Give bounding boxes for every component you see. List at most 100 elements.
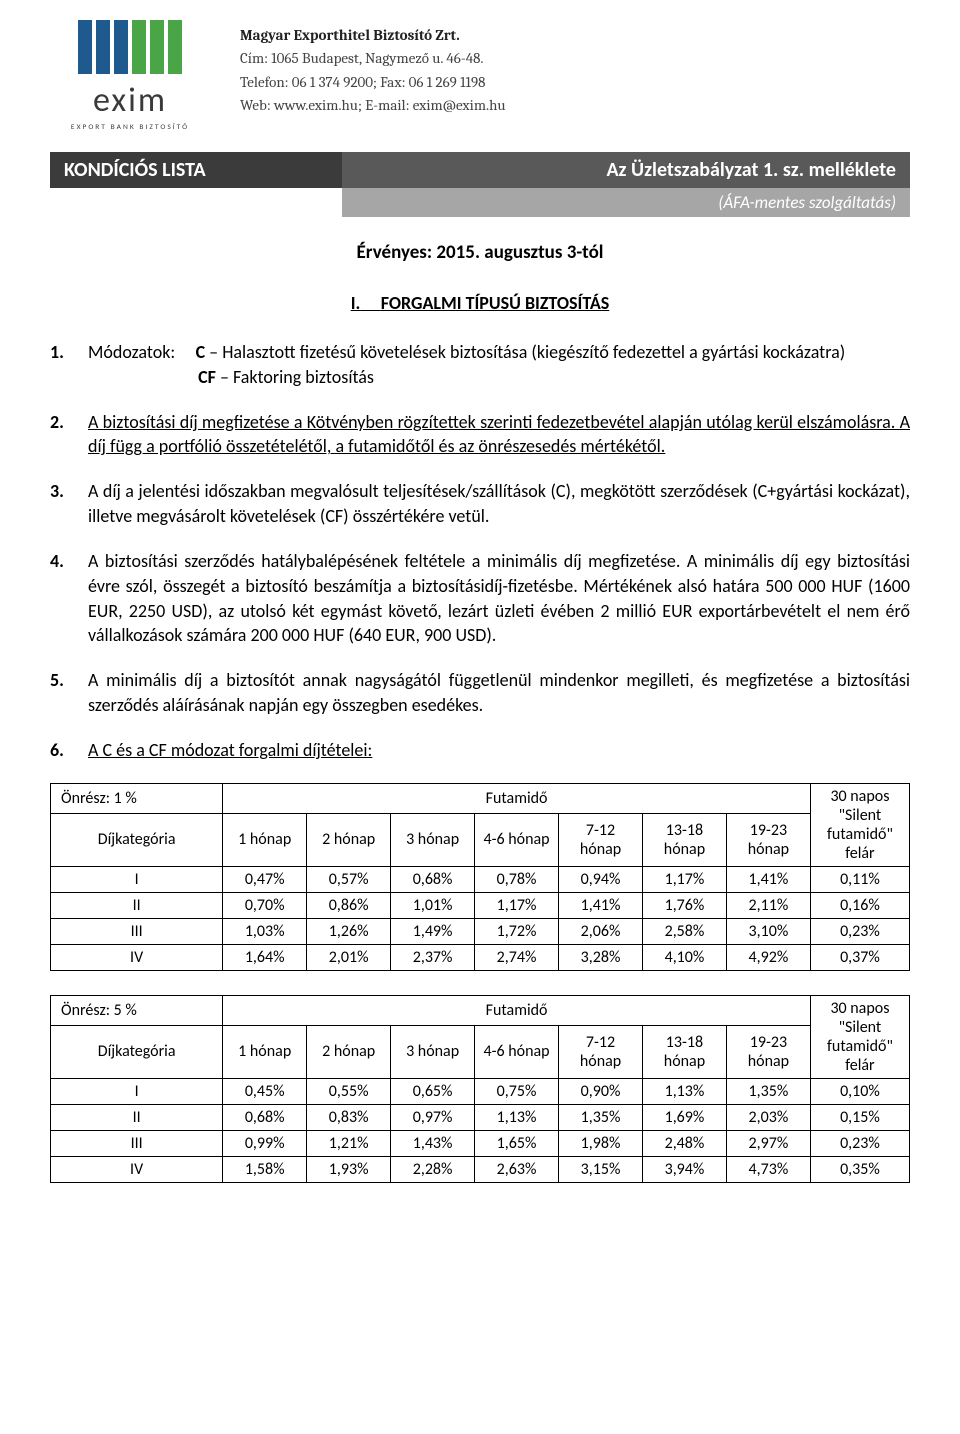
title-right: Az Üzletszabályzat 1. sz. melléklete xyxy=(342,152,910,188)
row-value: 0,97% xyxy=(391,1104,475,1130)
company-info: Magyar Exporthitel Biztosító Zrt. Cím: 1… xyxy=(240,20,506,117)
t1-onresz: Önrész: 1 % xyxy=(51,783,223,813)
p5-num: 5. xyxy=(50,668,70,718)
t1-col-6: 19-23 hónap xyxy=(726,814,810,867)
fee-table-1: Önrész: 1 % Futamidő 30 napos "Silent fu… xyxy=(50,783,910,971)
row-value: 1,58% xyxy=(223,1156,307,1182)
row-value: 3,10% xyxy=(726,918,810,944)
t2-col-4: 7-12 hónap xyxy=(559,1026,643,1079)
t1-col-5: 13-18 hónap xyxy=(642,814,726,867)
row-extra: 0,23% xyxy=(810,918,909,944)
t1-body: I0,47%0,57%0,68%0,78%0,94%1,17%1,41%0,11… xyxy=(51,866,910,970)
sub-band: (ÁFA-mentes szolgáltatás) xyxy=(342,188,910,217)
row-category: III xyxy=(51,1130,223,1156)
row-value: 1,26% xyxy=(307,918,391,944)
row-value: 1,13% xyxy=(475,1104,559,1130)
company-phone: Telefon: 06 1 374 9200; Fax: 06 1 269 11… xyxy=(240,71,506,94)
t2-futamido: Futamidő xyxy=(223,995,811,1025)
row-value: 0,47% xyxy=(223,866,307,892)
p4-text: A biztosítási szerződés hatálybalépéséne… xyxy=(88,549,910,648)
row-extra: 0,11% xyxy=(810,866,909,892)
paragraph-3: 3. A díj a jelentési időszakban megvalós… xyxy=(50,479,910,529)
row-value: 0,57% xyxy=(307,866,391,892)
p1-code-cf: CF xyxy=(198,366,216,388)
document-header: exim EXPORT BANK BIZTOSÍTÓ Magyar Export… xyxy=(50,20,910,132)
row-value: 1,43% xyxy=(391,1130,475,1156)
logo-subtext: EXPORT BANK BIZTOSÍTÓ xyxy=(71,123,189,132)
p2-text: A biztosítási díj megfizetése a Kötvényb… xyxy=(88,411,910,458)
row-value: 1,13% xyxy=(642,1078,726,1104)
row-value: 4,10% xyxy=(642,944,726,970)
row-extra: 0,10% xyxy=(810,1078,909,1104)
paragraph-2: 2. A biztosítási díj megfizetése a Kötvé… xyxy=(50,410,910,460)
row-value: 0,65% xyxy=(391,1078,475,1104)
row-value: 0,68% xyxy=(223,1104,307,1130)
row-value: 1,65% xyxy=(475,1130,559,1156)
logo-bars xyxy=(78,20,182,74)
row-extra: 0,37% xyxy=(810,944,909,970)
row-category: I xyxy=(51,866,223,892)
row-category: IV xyxy=(51,1156,223,1182)
row-extra: 0,16% xyxy=(810,892,909,918)
p4-num: 4. xyxy=(50,549,70,648)
t2-onresz: Önrész: 5 % xyxy=(51,995,223,1025)
section-roman: I. xyxy=(351,292,361,314)
row-value: 0,78% xyxy=(475,866,559,892)
row-extra: 0,35% xyxy=(810,1156,909,1182)
p1-text-c: – Halasztott fizetésű követelések biztos… xyxy=(205,341,845,363)
title-band: KONDÍCIÓS LISTA Az Üzletszabályzat 1. sz… xyxy=(50,152,910,188)
company-address: Cím: 1065 Budapest, Nagymező u. 46-48. xyxy=(240,47,506,70)
row-value: 2,06% xyxy=(559,918,643,944)
paragraph-6: 6. A C és a CF módozat forgalmi díjtétel… xyxy=(50,738,910,763)
row-value: 2,58% xyxy=(642,918,726,944)
row-value: 0,90% xyxy=(559,1078,643,1104)
table-row: III1,03%1,26%1,49%1,72%2,06%2,58%3,10%0,… xyxy=(51,918,910,944)
row-value: 2,37% xyxy=(391,944,475,970)
table-row: IV1,64%2,01%2,37%2,74%3,28%4,10%4,92%0,3… xyxy=(51,944,910,970)
row-value: 1,03% xyxy=(223,918,307,944)
row-value: 1,21% xyxy=(307,1130,391,1156)
logo-text: exim xyxy=(93,80,167,121)
t1-col-1: 2 hónap xyxy=(307,814,391,867)
row-category: I xyxy=(51,1078,223,1104)
t1-col-0: 1 hónap xyxy=(223,814,307,867)
row-value: 1,72% xyxy=(475,918,559,944)
t2-extra-header: 30 napos "Silent futamidő" felár xyxy=(810,995,909,1078)
t1-col-3: 4-6 hónap xyxy=(475,814,559,867)
row-value: 0,83% xyxy=(307,1104,391,1130)
row-value: 2,48% xyxy=(642,1130,726,1156)
row-value: 0,55% xyxy=(307,1078,391,1104)
p1-num: 1. xyxy=(50,340,70,390)
p3-num: 3. xyxy=(50,479,70,529)
title-left: KONDÍCIÓS LISTA xyxy=(50,152,342,188)
row-value: 3,28% xyxy=(559,944,643,970)
table-row: II0,70%0,86%1,01%1,17%1,41%1,76%2,11%0,1… xyxy=(51,892,910,918)
t2-dijkat: Díjkategória xyxy=(51,1026,223,1079)
p5-text: A minimális díj a biztosítót annak nagys… xyxy=(88,668,910,718)
row-value: 3,94% xyxy=(642,1156,726,1182)
t1-extra-header: 30 napos "Silent futamidő" felár xyxy=(810,783,909,866)
row-value: 2,01% xyxy=(307,944,391,970)
row-value: 3,15% xyxy=(559,1156,643,1182)
row-value: 1,93% xyxy=(307,1156,391,1182)
t1-futamido: Futamidő xyxy=(223,783,811,813)
row-value: 2,74% xyxy=(475,944,559,970)
row-value: 1,49% xyxy=(391,918,475,944)
row-extra: 0,15% xyxy=(810,1104,909,1130)
row-value: 1,17% xyxy=(475,892,559,918)
row-value: 0,86% xyxy=(307,892,391,918)
company-web: Web: www.exim.hu; E-mail: exim@exim.hu xyxy=(240,94,506,117)
row-value: 4,92% xyxy=(726,944,810,970)
t2-col-3: 4-6 hónap xyxy=(475,1026,559,1079)
row-value: 0,94% xyxy=(559,866,643,892)
company-name: Magyar Exporthitel Biztosító Zrt. xyxy=(240,24,506,47)
row-value: 2,28% xyxy=(391,1156,475,1182)
table-row: III0,99%1,21%1,43%1,65%1,98%2,48%2,97%0,… xyxy=(51,1130,910,1156)
table-row: IV1,58%1,93%2,28%2,63%3,15%3,94%4,73%0,3… xyxy=(51,1156,910,1182)
row-value: 1,64% xyxy=(223,944,307,970)
section-title: FORGALMI TÍPUSÚ BIZTOSÍTÁS xyxy=(381,292,610,314)
fee-table-2: Önrész: 5 % Futamidő 30 napos "Silent fu… xyxy=(50,995,910,1183)
t2-col-2: 3 hónap xyxy=(391,1026,475,1079)
p2-num: 2. xyxy=(50,410,70,460)
logo: exim EXPORT BANK BIZTOSÍTÓ xyxy=(50,20,210,132)
